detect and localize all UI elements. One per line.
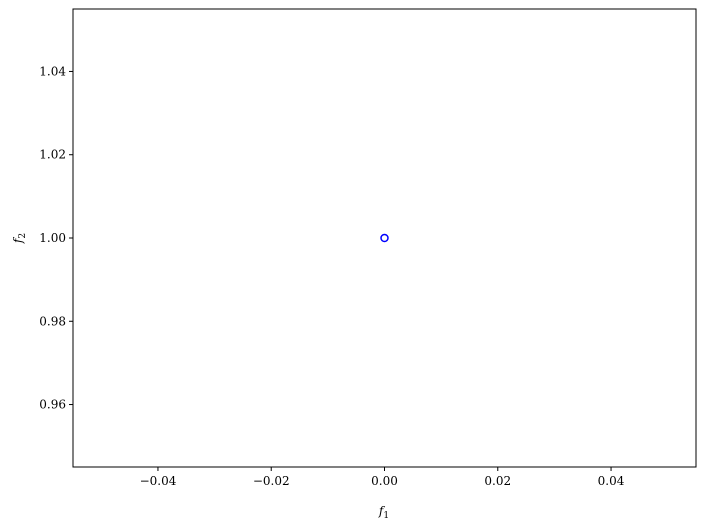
x-tick-label: 0.00 <box>371 474 398 488</box>
y-tick-label: 0.96 <box>39 398 66 412</box>
y-axis-label: f2f2 <box>11 233 28 244</box>
x-axis-label: f1f1 <box>378 504 389 521</box>
y-tick-label: 1.04 <box>39 64 66 78</box>
data-point <box>380 233 389 243</box>
axes-frame <box>72 8 697 468</box>
x-tick-label: 0.02 <box>484 474 511 488</box>
x-tick-label: −0.04 <box>140 474 177 488</box>
y-tick-label: 1.00 <box>39 231 66 245</box>
y-tick-label: 1.02 <box>39 148 66 162</box>
x-tick-label: −0.02 <box>253 474 290 488</box>
x-tick-label: 0.04 <box>598 474 625 488</box>
y-tick-label: 0.98 <box>39 314 66 328</box>
